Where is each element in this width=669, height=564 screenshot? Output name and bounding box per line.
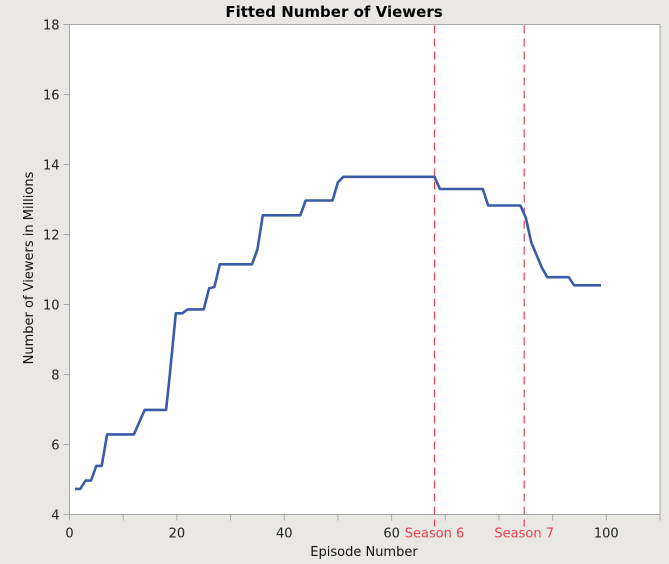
x-axis-title: Episode Number (310, 545, 418, 560)
x-axis: 0 20 40 60 100 (65, 514, 661, 542)
y-tick-label: 6 (51, 439, 59, 454)
x-tick-label: 20 (169, 527, 186, 542)
series-group (74, 175, 602, 491)
x-tick-label: 0 (65, 527, 73, 542)
reference-line-label: Season 6 (405, 527, 465, 542)
y-tick-label: 16 (43, 89, 60, 104)
y-tick-label: 4 (51, 509, 59, 524)
y-tick-label: 8 (51, 369, 59, 384)
x-tick-label: 60 (383, 527, 400, 542)
x-tick-label: 40 (276, 527, 293, 542)
y-axis-title: Number of Viewers in Millions (22, 171, 37, 364)
x-tick-label: 100 (594, 527, 619, 542)
reference-lines: Season 6 Season 7 (405, 25, 554, 542)
y-tick-label: 14 (43, 159, 60, 174)
y-axis: 4 6 8 10 12 14 16 18 (43, 19, 70, 524)
chart-title: Fitted Number of Viewers (225, 3, 442, 21)
y-tick-label: 12 (43, 229, 60, 244)
plot-area (69, 24, 661, 515)
y-tick-label: 18 (43, 19, 60, 34)
reference-line-label: Season 7 (494, 527, 554, 542)
y-tick-label: 10 (43, 299, 60, 314)
series-line (74, 175, 601, 491)
